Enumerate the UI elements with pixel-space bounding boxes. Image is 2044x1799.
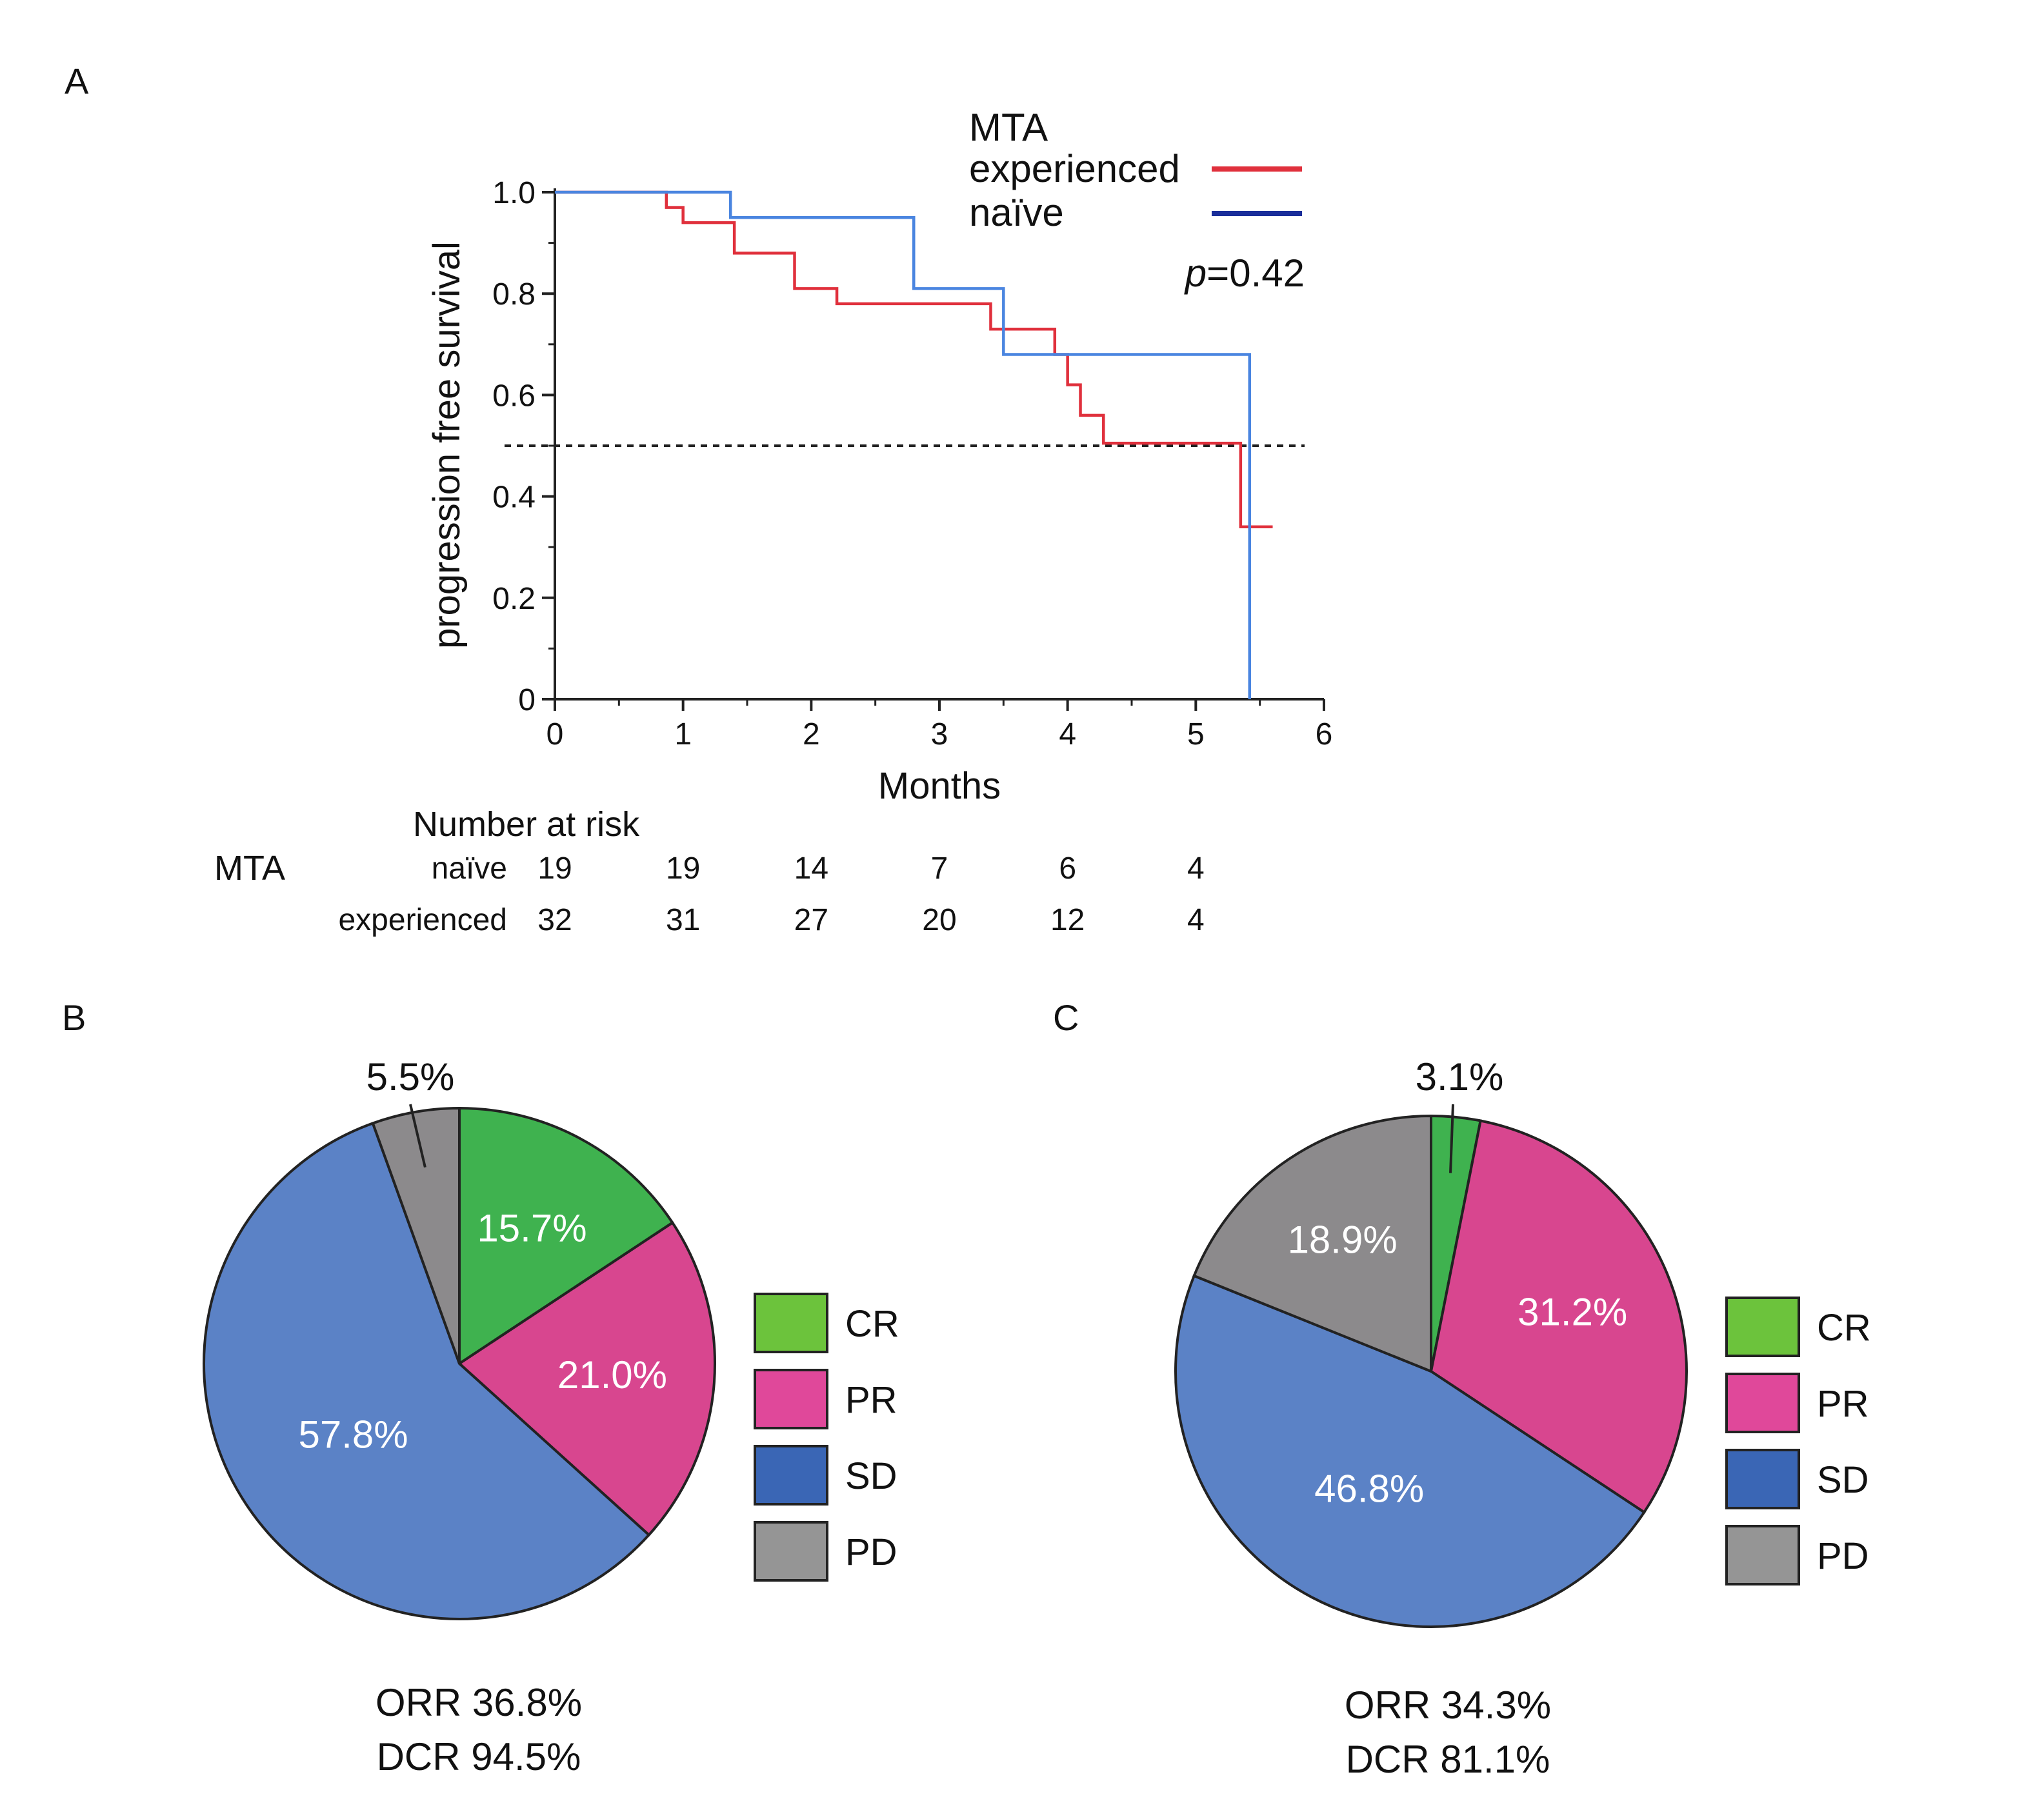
risk-value: 6 (1059, 851, 1076, 886)
legend-swatch-pd (1725, 1525, 1800, 1585)
risk-table-group-label: MTA (214, 849, 285, 888)
risk-table: Number at risk MTA naïve experienced 19 1… (214, 805, 1205, 937)
risk-value: 20 (922, 903, 956, 937)
y-tick-label: 1.0 (492, 176, 536, 210)
summary-dcr-c: DCR 81.1% (1346, 1738, 1550, 1781)
pie-label-pr: 21.0% (557, 1353, 667, 1396)
legend-label-pd: PD (845, 1531, 897, 1573)
risk-value: 4 (1187, 851, 1205, 886)
panel-label-a: A (65, 61, 89, 101)
risk-row-label-naive: naïve (432, 851, 507, 886)
x-axis-label: Months (878, 765, 1001, 807)
pie-panel-b: B 15.7% 21.0% 57.8% 5.5% CR PR SD PD ORR 36.8%… (62, 997, 899, 1778)
p-value: p=0.42 (1184, 252, 1305, 295)
risk-value: 31 (666, 903, 700, 937)
risk-table-title: Number at risk (413, 805, 640, 844)
km-panel: A 0 1 2 3 4 5 600.20.40.60.81.0 Months progres… (65, 61, 1332, 937)
risk-value: 19 (666, 851, 700, 886)
p-value-text: =0.42 (1207, 252, 1305, 295)
x-tick-label: 3 (931, 717, 948, 751)
pie-label-pd: 5.5% (366, 1055, 455, 1098)
pie-slice-sd (1174, 1274, 1647, 1629)
pie-legend-b: CR PR SD PD (754, 1293, 899, 1582)
pie-leader-line (409, 1104, 426, 1168)
p-value-prefix: p (1184, 252, 1207, 295)
x-tick-label: 4 (1059, 717, 1076, 751)
pie-slice-cr (458, 1106, 675, 1366)
risk-values: 19 19 14 7 6 4 32 31 27 20 12 4 (537, 851, 1204, 937)
pie-label-cr: 3.1% (1416, 1055, 1504, 1098)
y-tick-label: 0.8 (492, 277, 536, 312)
km-legend: MTA experienced naïve p=0.42 (969, 106, 1305, 295)
legend-label-pd: PD (1817, 1535, 1869, 1577)
pie-panel-c: C 3.1% 31.2% 46.8% 18.9% CR PR SD PD ORR 34.3%… (1053, 997, 1871, 1781)
legend-swatch-sd (754, 1445, 828, 1506)
pie-c: 3.1% 31.2% 46.8% 18.9% (1174, 1055, 1688, 1629)
legend-label-cr: CR (845, 1303, 899, 1345)
risk-value: 4 (1187, 903, 1205, 937)
pie-label-pr: 31.2% (1518, 1290, 1627, 1333)
legend-experienced-label: experienced (969, 147, 1180, 190)
x-tick-label: 1 (674, 717, 692, 751)
km-axes: 0 1 2 3 4 5 6 0 0.2 0.4 0.6 0.8 1.0 (492, 176, 1332, 751)
pie-slice-pd (371, 1106, 461, 1364)
legend-label-pr: PR (1817, 1383, 1869, 1425)
legend-swatch-cr (754, 1293, 828, 1353)
legend-label-cr: CR (1817, 1307, 1871, 1349)
legend-swatch-cr (1725, 1297, 1800, 1357)
curve-experienced (555, 190, 1273, 529)
risk-value: 7 (931, 851, 948, 886)
legend-swatch-sd (1725, 1449, 1800, 1509)
risk-value: 32 (537, 903, 572, 937)
x-tick-label: 5 (1187, 717, 1205, 751)
legend-swatch-pr (754, 1369, 828, 1429)
pie-legend-c: CR PR SD PD (1725, 1297, 1871, 1585)
legend-label-sd: SD (845, 1455, 897, 1497)
pie-label-pd: 18.9% (1288, 1218, 1398, 1262)
legend-swatch-pr (1725, 1373, 1800, 1433)
pie-slice-pd (1192, 1114, 1432, 1373)
legend-title: MTA (969, 106, 1048, 149)
risk-value: 19 (537, 851, 572, 886)
pie-label-sd: 46.8% (1314, 1467, 1424, 1510)
y-axis-label: progression free survival (426, 241, 468, 649)
y-tick-label: 0 (518, 683, 536, 717)
curve-naive (555, 190, 1252, 699)
panel-label-c: C (1053, 997, 1079, 1038)
pie-b: 15.7% 21.0% 57.8% 5.5% (203, 1055, 716, 1620)
pie-slice-sd (203, 1121, 651, 1620)
pie-slice-pr (457, 1220, 716, 1537)
pie-label-cr: 15.7% (477, 1207, 586, 1250)
x-tick-label: 6 (1316, 717, 1333, 751)
x-tick-label: 2 (803, 717, 820, 751)
summary-orr-b: ORR 36.8% (376, 1681, 582, 1724)
km-curves (555, 190, 1273, 699)
summary-dcr-b: DCR 94.5% (377, 1735, 581, 1778)
y-tick-label: 0.6 (492, 379, 536, 413)
risk-row-label-experienced: experienced (338, 903, 507, 937)
pie-leader-line (1449, 1104, 1454, 1173)
risk-value: 12 (1050, 903, 1085, 937)
summary-orr-c: ORR 34.3% (1345, 1684, 1551, 1727)
panel-label-b: B (62, 997, 86, 1038)
legend-label-sd: SD (1817, 1459, 1869, 1501)
y-tick-label: 0.2 (492, 582, 536, 616)
risk-value: 14 (794, 851, 828, 886)
legend-label-pr: PR (845, 1379, 897, 1421)
pie-slice-pr (1429, 1119, 1688, 1515)
legend-swatch-pd (754, 1521, 828, 1582)
y-tick-label: 0.4 (492, 481, 536, 515)
x-tick-label: 0 (546, 717, 564, 751)
pie-label-sd: 57.8% (298, 1413, 408, 1456)
risk-value: 27 (794, 903, 828, 937)
legend-naive-label: naïve (969, 191, 1064, 234)
